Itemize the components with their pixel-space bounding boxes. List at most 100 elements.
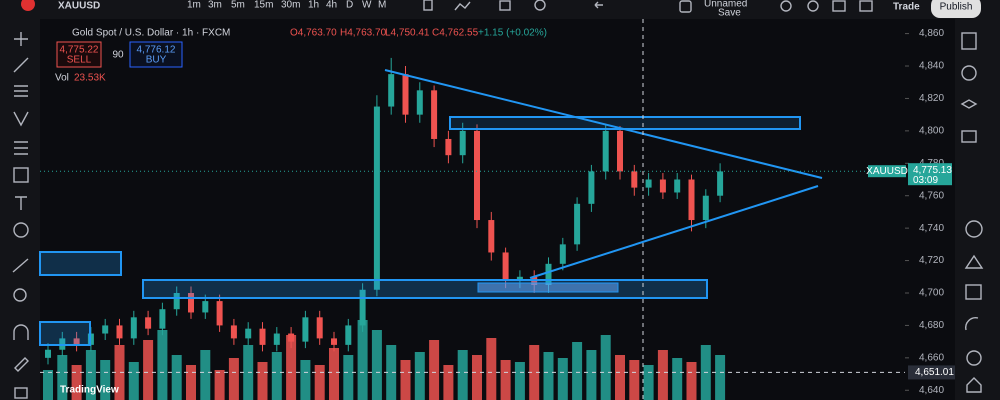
sell-label: SELL (67, 55, 92, 66)
interval[interactable]: 30m (281, 0, 300, 11)
interval[interactable]: 4h (326, 0, 337, 11)
candle-body (702, 195, 709, 221)
volume-bar (200, 350, 211, 400)
layout-menu-icon[interactable] (679, 0, 692, 13)
volume-bar (357, 320, 368, 400)
volume-bar (586, 350, 597, 400)
shape-tool[interactable] (13, 167, 29, 183)
volume-bar (615, 355, 625, 400)
instrument-title: Gold Spot / U.S. Dollar · 1h · FXCM (72, 28, 230, 39)
target-icon[interactable] (965, 220, 983, 238)
trade-button[interactable]: Trade (893, 2, 920, 13)
snapshot-icon[interactable] (859, 0, 873, 12)
y-tick-label: 4,760 (919, 190, 944, 201)
candle-body (188, 292, 194, 313)
indicators-icon[interactable] (454, 1, 471, 11)
search-icon[interactable] (780, 0, 792, 12)
measure-tool[interactable] (12, 258, 29, 273)
candle-body (574, 203, 581, 245)
layers-icon[interactable] (960, 99, 978, 109)
volume-bar (572, 342, 583, 400)
ideas-icon[interactable] (964, 254, 984, 269)
candle-body (602, 130, 609, 172)
triangle-upper[interactable] (384, 69, 823, 179)
interval[interactable]: D (346, 0, 353, 11)
fullscreen-icon[interactable] (832, 0, 846, 12)
candle-body (717, 171, 724, 196)
chat-icon[interactable] (961, 130, 977, 143)
symbol[interactable]: XAUUSD (58, 1, 100, 12)
support-zone[interactable] (142, 279, 708, 299)
interval[interactable]: 3m (208, 0, 222, 11)
zoom-tool[interactable] (13, 288, 27, 302)
publish-button[interactable] (931, 0, 981, 18)
volume-bar (529, 345, 540, 400)
calendar-icon[interactable] (965, 284, 982, 300)
candle-body (474, 130, 480, 221)
candle-body (688, 179, 695, 221)
volume-bar (472, 355, 482, 400)
fib-tool[interactable] (14, 85, 28, 97)
candle-body (674, 179, 681, 193)
trash-tool[interactable] (14, 387, 28, 399)
triangle-lower[interactable] (529, 185, 819, 279)
sell-button[interactable] (56, 41, 102, 68)
undo-icon[interactable] (594, 1, 603, 9)
chart-type-icon[interactable] (423, 0, 433, 11)
zone-box[interactable] (39, 321, 91, 346)
left-toolbar (0, 19, 40, 400)
y-tick-label: 4,700 (919, 288, 944, 299)
crosshair-tool[interactable] (14, 32, 28, 46)
trendline-tool[interactable] (13, 57, 29, 73)
help-icon[interactable] (966, 377, 982, 393)
buy-label: BUY (146, 55, 167, 66)
volume-value: 23.53K (74, 73, 106, 84)
volume-bar (186, 365, 196, 400)
volume-bar (343, 355, 354, 400)
price-tag: 4,775.13 (913, 165, 952, 176)
support-zone-inner[interactable] (477, 282, 619, 293)
watchlist-icon[interactable] (961, 32, 977, 50)
volume-bar (114, 345, 125, 400)
icon-tool[interactable] (13, 222, 29, 238)
zone-box[interactable] (39, 251, 122, 276)
volume-label: Vol (55, 73, 69, 84)
interval[interactable]: 15m (254, 0, 273, 11)
alerts-icon[interactable] (961, 65, 977, 81)
buy-button[interactable] (129, 41, 183, 68)
pattern-tool[interactable] (13, 111, 29, 127)
candle-body (559, 244, 566, 264)
volume-bar (643, 365, 654, 400)
alert-icon[interactable] (534, 0, 546, 11)
notifications-icon[interactable] (966, 350, 982, 366)
settings-icon[interactable] (807, 0, 819, 12)
interval[interactable]: W (362, 0, 372, 11)
text-tool[interactable] (15, 196, 27, 210)
candle-body (202, 301, 209, 313)
interval[interactable]: 5m (231, 0, 245, 11)
price-tag-bg (908, 163, 952, 186)
layout-icon[interactable] (499, 0, 511, 11)
volume-bar (429, 340, 440, 400)
stream-icon[interactable] (965, 317, 979, 331)
avatar[interactable] (21, 0, 35, 11)
volume-bar (514, 362, 525, 400)
volume-bar (629, 360, 640, 400)
volume-bar (543, 352, 554, 400)
y-tick-label: 4,660 (919, 352, 944, 363)
layout-name[interactable]: Unnamed (704, 0, 747, 10)
volume-bar (128, 362, 139, 400)
magnet-tool[interactable] (13, 324, 29, 340)
interval[interactable]: 1h (308, 0, 319, 11)
projection-tool[interactable] (14, 141, 28, 155)
y-tick-label: 4,860 (919, 28, 944, 39)
candle-body (459, 130, 466, 156)
resistance-zone[interactable] (449, 116, 801, 130)
candle-body (416, 90, 423, 115)
y-tick-label: 4,800 (919, 126, 944, 137)
watermark: TradingView (60, 385, 119, 396)
candle-body (130, 317, 137, 339)
interval[interactable]: M (378, 0, 386, 11)
lock-tool[interactable] (14, 357, 29, 372)
interval[interactable]: 1m (187, 0, 201, 11)
